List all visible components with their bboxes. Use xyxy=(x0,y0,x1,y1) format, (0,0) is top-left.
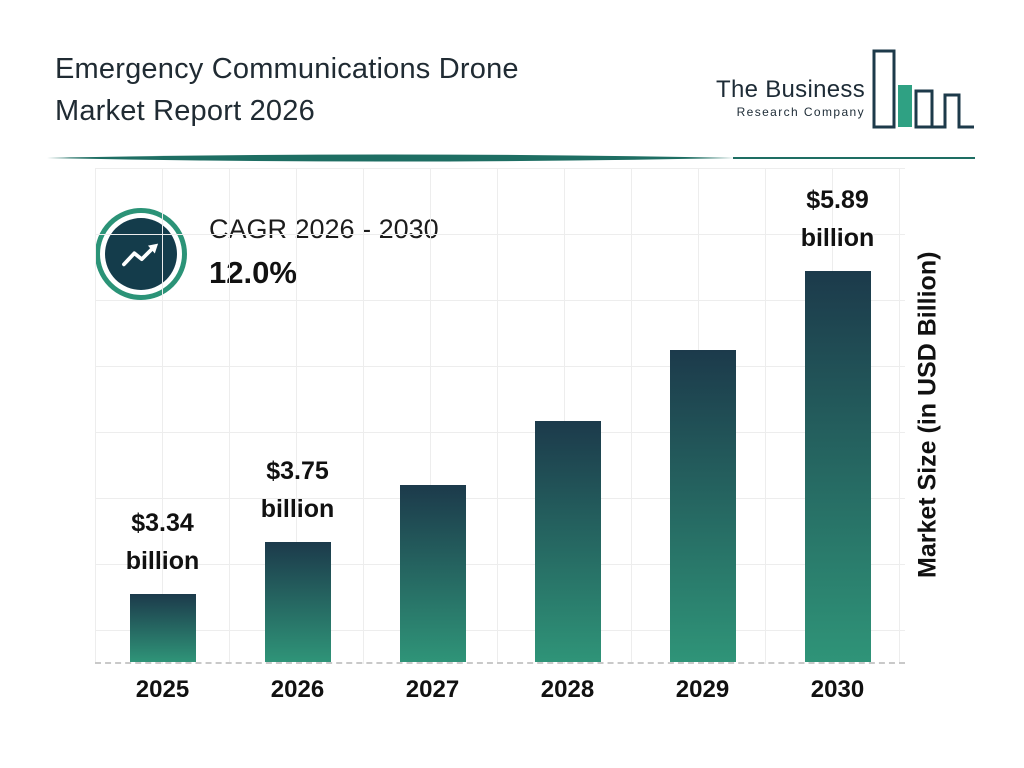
bar-2025 xyxy=(129,594,196,662)
bar-column-2028 xyxy=(500,168,635,662)
x-axis-label-2029: 2029 xyxy=(675,676,730,703)
logo-company-name: The Business xyxy=(716,76,866,103)
x-axis-label-2025: 2025 xyxy=(135,676,190,703)
y-axis-title: Market Size (in USD Billion) xyxy=(913,251,942,579)
x-axis-label-2028: 2028 xyxy=(540,676,595,703)
bar-value-label-2025: $3.34 billion xyxy=(125,509,200,575)
bar-2029 xyxy=(669,350,736,662)
bar-2027 xyxy=(399,485,466,662)
company-logo-text: The Business Research Company xyxy=(716,76,865,119)
page-title-line2: Market Report 2026 xyxy=(55,95,315,128)
x-axis-label-2026: 2026 xyxy=(270,676,325,703)
bar-column-2027 xyxy=(365,168,500,662)
bar-column-2029 xyxy=(635,168,770,662)
page-title-line1: Emergency Communications Drone xyxy=(55,53,519,85)
x-axis-labels: 2025 2026 2027 2028 2029 2030 xyxy=(95,676,905,704)
bar-2026 xyxy=(264,542,331,662)
bar-column-2025: $3.34 billion xyxy=(95,168,230,662)
x-axis-label-2027: 2027 xyxy=(405,676,460,703)
company-logo: The Business Research Company xyxy=(716,48,976,133)
bar-2030 xyxy=(804,271,871,662)
logo-company-subtitle: Research Company xyxy=(736,105,866,119)
bar-value-label-2030: $5.89 billion xyxy=(800,186,875,252)
bar-value-label-2026: $3.75 billion xyxy=(260,457,335,523)
bar-2028 xyxy=(534,421,601,662)
bar-column-2030: $5.89 billion xyxy=(770,168,905,662)
x-axis-label-2030: 2030 xyxy=(810,676,865,703)
logo-bar-chart-icon xyxy=(872,49,975,129)
divider-line xyxy=(47,154,975,162)
page-title: Emergency Communications Drone Market Re… xyxy=(55,48,675,132)
bar-chart-plot-area: $3.34 billion $3.75 billion $5.89 billion xyxy=(95,168,905,664)
bar-column-2026: $3.75 billion xyxy=(230,168,365,662)
